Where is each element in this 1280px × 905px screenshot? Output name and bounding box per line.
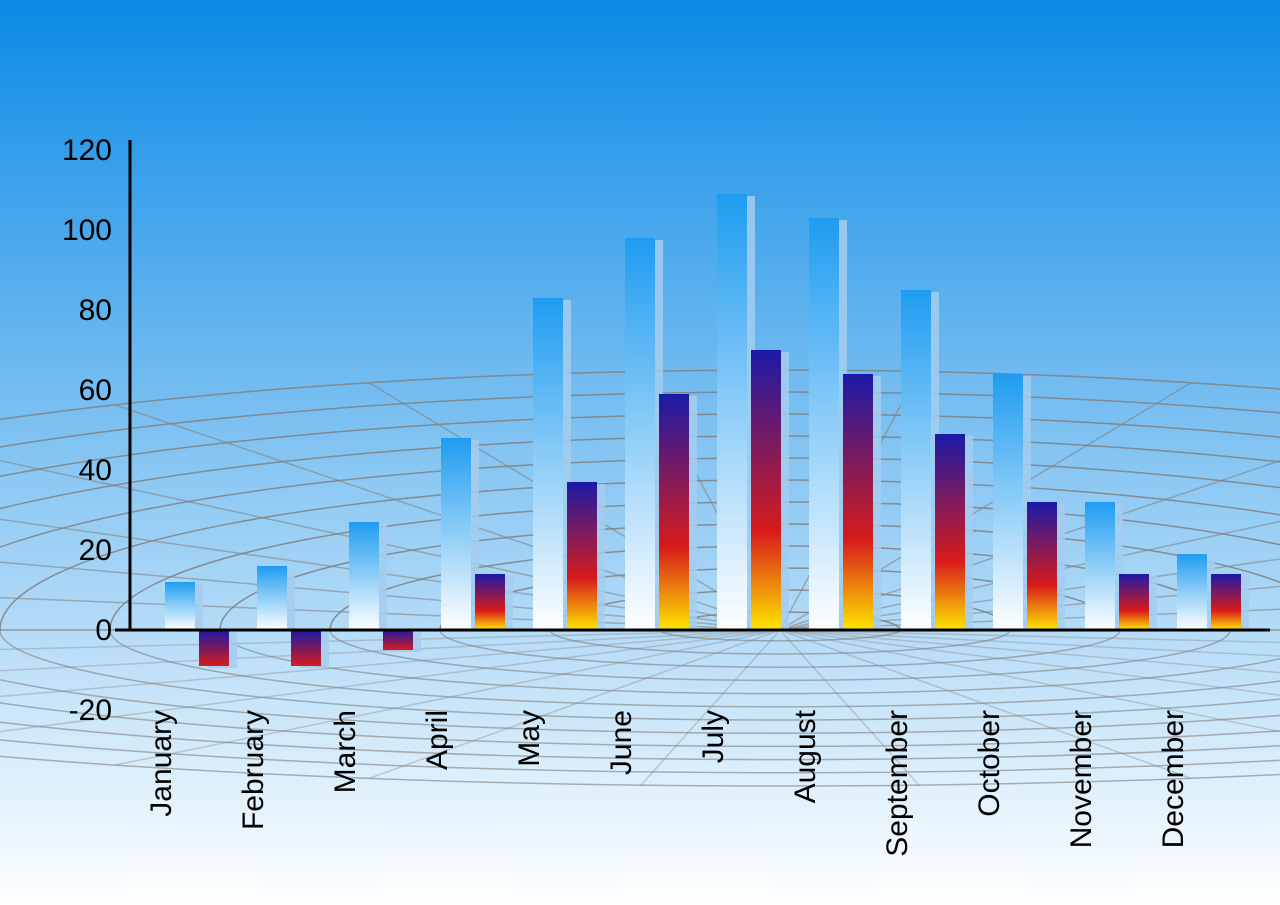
y-tick-label: 120	[62, 134, 112, 167]
bar-chart: -20 0 20 40 60 80 100 120 January February March A…	[0, 0, 1280, 905]
secondary-bar	[383, 630, 413, 650]
primary-bar	[257, 566, 287, 630]
y-tick-label: 20	[79, 534, 112, 567]
secondary-bar	[1027, 502, 1057, 630]
primary-bar	[533, 298, 563, 630]
y-tick-label: 60	[79, 374, 112, 407]
y-tick-label: 80	[79, 294, 112, 327]
y-tick-label: 40	[79, 454, 112, 487]
secondary-bar	[567, 482, 597, 630]
primary-bar	[1085, 502, 1115, 630]
y-tick-label: 0	[95, 614, 112, 647]
x-category-label: September	[881, 710, 914, 857]
x-category-label: January	[145, 710, 178, 817]
primary-bar	[901, 290, 931, 630]
secondary-bar	[1119, 574, 1149, 630]
x-category-label: March	[329, 710, 362, 793]
x-category-label: August	[789, 709, 822, 803]
secondary-bar	[843, 374, 873, 630]
secondary-bar	[1211, 574, 1241, 630]
x-category-label: July	[697, 710, 730, 763]
secondary-bar	[291, 630, 321, 666]
x-category-label: February	[237, 710, 270, 830]
primary-bar	[717, 194, 747, 630]
y-tick-label: 100	[62, 214, 112, 247]
y-tick-label: -20	[69, 694, 112, 727]
primary-bar	[441, 438, 471, 630]
x-category-label: November	[1065, 710, 1098, 848]
x-category-label: October	[973, 710, 1006, 817]
primary-bar	[993, 374, 1023, 630]
secondary-bar	[475, 574, 505, 630]
x-category-label: June	[605, 710, 638, 775]
primary-bar	[165, 582, 195, 630]
primary-bar	[625, 238, 655, 630]
secondary-bar	[751, 350, 781, 630]
secondary-bar	[935, 434, 965, 630]
primary-bar	[809, 218, 839, 630]
secondary-bar	[659, 394, 689, 630]
x-category-label: May	[513, 710, 546, 767]
x-category-label: April	[421, 710, 454, 770]
chart-container: -20 0 20 40 60 80 100 120 January February March A…	[0, 0, 1280, 905]
primary-bar	[349, 522, 379, 630]
x-category-label: December	[1157, 710, 1190, 848]
secondary-bar	[199, 630, 229, 666]
primary-bar	[1177, 554, 1207, 630]
